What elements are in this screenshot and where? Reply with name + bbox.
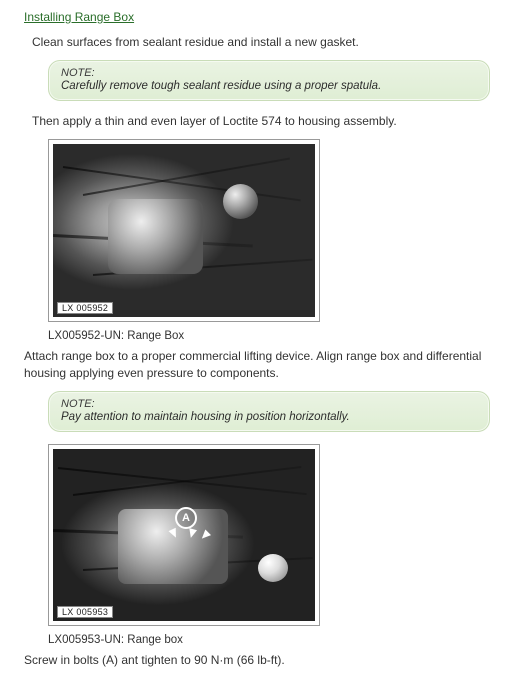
note-box-1: NOTE: Carefully remove tough sealant res… [48,60,490,101]
note-text: Pay attention to maintain housing in pos… [61,411,477,423]
callout-a: A [175,507,197,529]
photo-range-box: LX 005952 [53,144,315,317]
note-label: NOTE: [61,67,477,79]
figure-ref-tag: LX 005952 [57,302,113,314]
figure-2-caption: LX005953-UN: Range box [48,634,496,646]
paragraph-torque: Screw in bolts (A) ant tighten to 90 N·m… [24,652,496,668]
paragraph-loctite: Then apply a thin and even layer of Loct… [32,113,496,129]
paragraph-attach: Attach range box to a proper commercial … [24,348,496,380]
note-label: NOTE: [61,398,477,410]
figure-frame: LX 005952 [48,139,320,322]
figure-2: A LX 005953 [48,444,496,626]
figure-ref-tag: LX 005953 [57,606,113,618]
figure-frame: A LX 005953 [48,444,320,626]
paragraph-intro: Clean surfaces from sealant residue and … [32,34,496,50]
note-box-2: NOTE: Pay attention to maintain housing … [48,391,490,432]
section-title: Installing Range Box [24,10,496,24]
photo-range-box-bolts: A LX 005953 [53,449,315,621]
note-text: Carefully remove tough sealant residue u… [61,80,477,92]
figure-1: LX 005952 [48,139,496,322]
figure-1-caption: LX005952-UN: Range Box [48,330,496,342]
